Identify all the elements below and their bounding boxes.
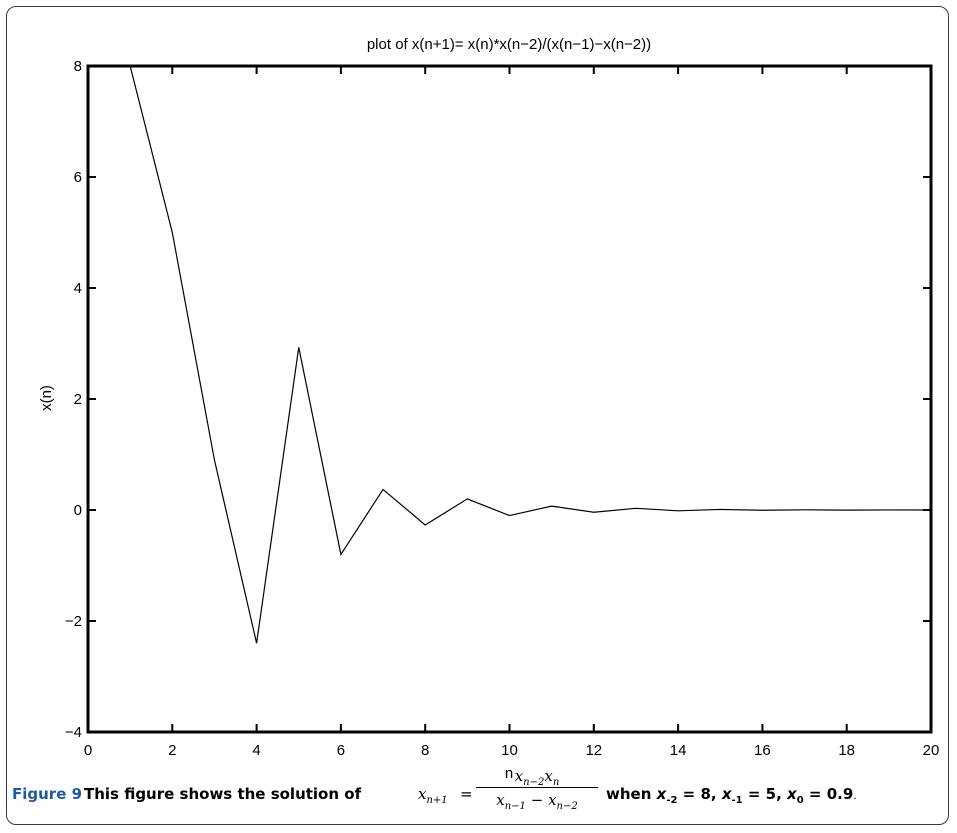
chart-title: plot of x(n+1)= x(n)*x(n−2)/(x(n−1)−x(n−…	[367, 36, 651, 53]
plot-area-border	[86, 64, 933, 734]
y-tick-label: 8	[74, 58, 82, 75]
x-tick-label: 6	[337, 742, 345, 759]
x-tick-label: 16	[754, 742, 771, 759]
x-tick-label: 12	[585, 742, 602, 759]
x-tick-label: 10	[501, 742, 518, 759]
figure-caption: Figure 9 This figure shows the solution …	[12, 762, 947, 822]
x-tick-label: 20	[923, 742, 940, 759]
series-layer	[129, 65, 932, 644]
fraction-denominator: xn−1 − xn−2	[496, 791, 578, 812]
caption-equation-lhs: xn+1	[418, 785, 448, 806]
x-tick-label: 4	[252, 742, 260, 759]
y-tick-label: 4	[74, 280, 82, 297]
y-tick-label: −2	[65, 613, 82, 630]
tick-labels: 0 2 4 6 8 10 12 14 16 18 20 −4 −2 0 2 4 6 8	[65, 58, 939, 759]
x-tick-label: 8	[421, 742, 429, 759]
x-tick-label: 2	[168, 742, 176, 759]
y-tick-label: −4	[65, 724, 82, 741]
figure-frame	[6, 6, 949, 825]
fraction-numerator: xn−2xn	[476, 765, 598, 788]
x-tick-label: 0	[84, 742, 92, 759]
caption-conditions: when x-2 = 8, x-1 = 5, x0 = 0.9.	[606, 785, 857, 806]
figure-label: Figure 9	[12, 785, 83, 803]
x-tick-label: 18	[838, 742, 855, 759]
axis-ticks	[87, 65, 932, 733]
y-tick-label: 2	[74, 391, 82, 408]
y-tick-label: 6	[74, 169, 82, 186]
y-tick-label: 0	[74, 502, 82, 519]
caption-fraction: xn−2xn xn−1 − xn−2	[476, 765, 598, 812]
caption-equals: =	[460, 785, 473, 803]
x-axis-label: n	[505, 765, 513, 782]
caption-text: This figure shows the solution of	[84, 785, 362, 803]
x-tick-label: 14	[670, 742, 687, 759]
series-line	[129, 65, 932, 644]
y-axis-label: x(n)	[38, 385, 55, 411]
